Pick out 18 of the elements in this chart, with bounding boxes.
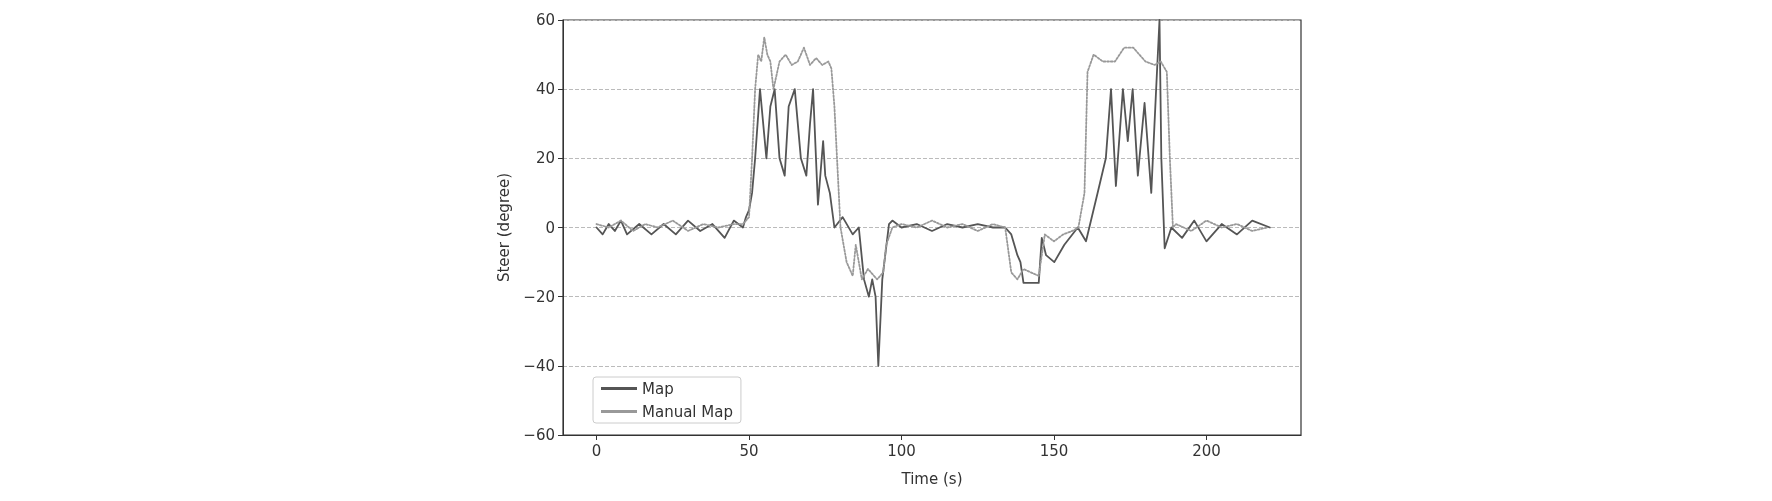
- x-tick-label: 150: [1039, 441, 1069, 460]
- y-tick-label: 40: [535, 80, 555, 99]
- y-tick-label: −40: [523, 356, 555, 375]
- x-tick-label: 50: [739, 441, 759, 460]
- line-series: [595, 19, 1271, 367]
- legend-label: Map: [642, 379, 674, 398]
- line-series: [595, 36, 1269, 281]
- x-tick-label: 0: [591, 441, 602, 460]
- y-tick-label: 0: [545, 218, 555, 237]
- x-tick-label: 200: [1192, 441, 1221, 460]
- y-tick-label: −20: [523, 287, 555, 306]
- y-tick-label: 60: [535, 11, 555, 29]
- x-axis-title: Time (s): [900, 469, 963, 488]
- x-tick-label: 100: [887, 441, 916, 460]
- legend-label: Manual Map: [642, 402, 733, 421]
- y-tick-label: 20: [535, 149, 555, 168]
- y-tick-label: −60: [523, 426, 555, 444]
- y-axis-title: Steer (degree): [494, 172, 513, 283]
